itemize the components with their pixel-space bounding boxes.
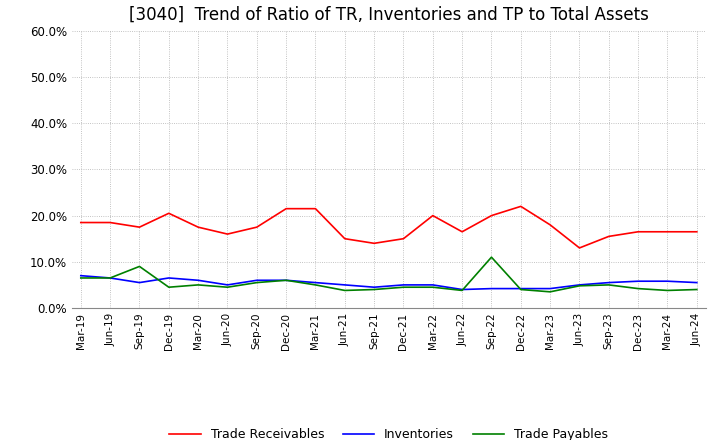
Inventories bbox=[546, 286, 554, 291]
Trade Receivables bbox=[194, 224, 202, 230]
Trade Payables bbox=[135, 264, 144, 269]
Trade Payables bbox=[164, 285, 173, 290]
Trade Payables bbox=[487, 254, 496, 260]
Inventories bbox=[223, 282, 232, 288]
Trade Payables bbox=[663, 288, 672, 293]
Trade Payables bbox=[311, 282, 320, 288]
Inventories bbox=[164, 275, 173, 281]
Trade Payables bbox=[428, 285, 437, 290]
Inventories bbox=[458, 287, 467, 292]
Trade Receivables bbox=[341, 236, 349, 241]
Inventories bbox=[282, 278, 290, 283]
Trade Receivables bbox=[370, 241, 379, 246]
Trade Receivables bbox=[575, 245, 584, 250]
Inventories bbox=[487, 286, 496, 291]
Trade Receivables bbox=[546, 222, 554, 227]
Inventories bbox=[428, 282, 437, 288]
Inventories bbox=[370, 285, 379, 290]
Line: Inventories: Inventories bbox=[81, 275, 697, 290]
Trade Receivables bbox=[634, 229, 642, 235]
Inventories bbox=[135, 280, 144, 285]
Line: Trade Payables: Trade Payables bbox=[81, 257, 697, 292]
Trade Receivables bbox=[311, 206, 320, 211]
Trade Receivables bbox=[663, 229, 672, 235]
Trade Receivables bbox=[164, 211, 173, 216]
Trade Receivables bbox=[76, 220, 85, 225]
Trade Payables bbox=[575, 283, 584, 289]
Inventories bbox=[106, 275, 114, 281]
Inventories bbox=[693, 280, 701, 285]
Trade Receivables bbox=[487, 213, 496, 218]
Inventories bbox=[194, 278, 202, 283]
Trade Payables bbox=[106, 275, 114, 281]
Inventories bbox=[311, 280, 320, 285]
Trade Receivables bbox=[693, 229, 701, 235]
Trade Receivables bbox=[428, 213, 437, 218]
Trade Payables bbox=[516, 287, 525, 292]
Trade Receivables bbox=[223, 231, 232, 237]
Trade Payables bbox=[605, 282, 613, 288]
Trade Payables bbox=[282, 278, 290, 283]
Trade Payables bbox=[399, 285, 408, 290]
Inventories bbox=[253, 278, 261, 283]
Trade Receivables bbox=[253, 224, 261, 230]
Trade Receivables bbox=[282, 206, 290, 211]
Trade Receivables bbox=[399, 236, 408, 241]
Inventories bbox=[605, 280, 613, 285]
Trade Payables bbox=[546, 289, 554, 294]
Trade Receivables bbox=[605, 234, 613, 239]
Trade Payables bbox=[341, 288, 349, 293]
Trade Payables bbox=[253, 280, 261, 285]
Line: Trade Receivables: Trade Receivables bbox=[81, 206, 697, 248]
Inventories bbox=[516, 286, 525, 291]
Trade Payables bbox=[458, 288, 467, 293]
Inventories bbox=[341, 282, 349, 288]
Trade Payables bbox=[693, 287, 701, 292]
Trade Payables bbox=[76, 275, 85, 281]
Trade Payables bbox=[370, 287, 379, 292]
Legend: Trade Receivables, Inventories, Trade Payables: Trade Receivables, Inventories, Trade Pa… bbox=[164, 423, 613, 440]
Trade Receivables bbox=[516, 204, 525, 209]
Trade Payables bbox=[223, 285, 232, 290]
Inventories bbox=[76, 273, 85, 278]
Inventories bbox=[634, 279, 642, 284]
Inventories bbox=[575, 282, 584, 288]
Inventories bbox=[663, 279, 672, 284]
Trade Payables bbox=[634, 286, 642, 291]
Trade Receivables bbox=[106, 220, 114, 225]
Trade Payables bbox=[194, 282, 202, 288]
Title: [3040]  Trend of Ratio of TR, Inventories and TP to Total Assets: [3040] Trend of Ratio of TR, Inventories… bbox=[129, 6, 649, 24]
Trade Receivables bbox=[458, 229, 467, 235]
Inventories bbox=[399, 282, 408, 288]
Trade Receivables bbox=[135, 224, 144, 230]
